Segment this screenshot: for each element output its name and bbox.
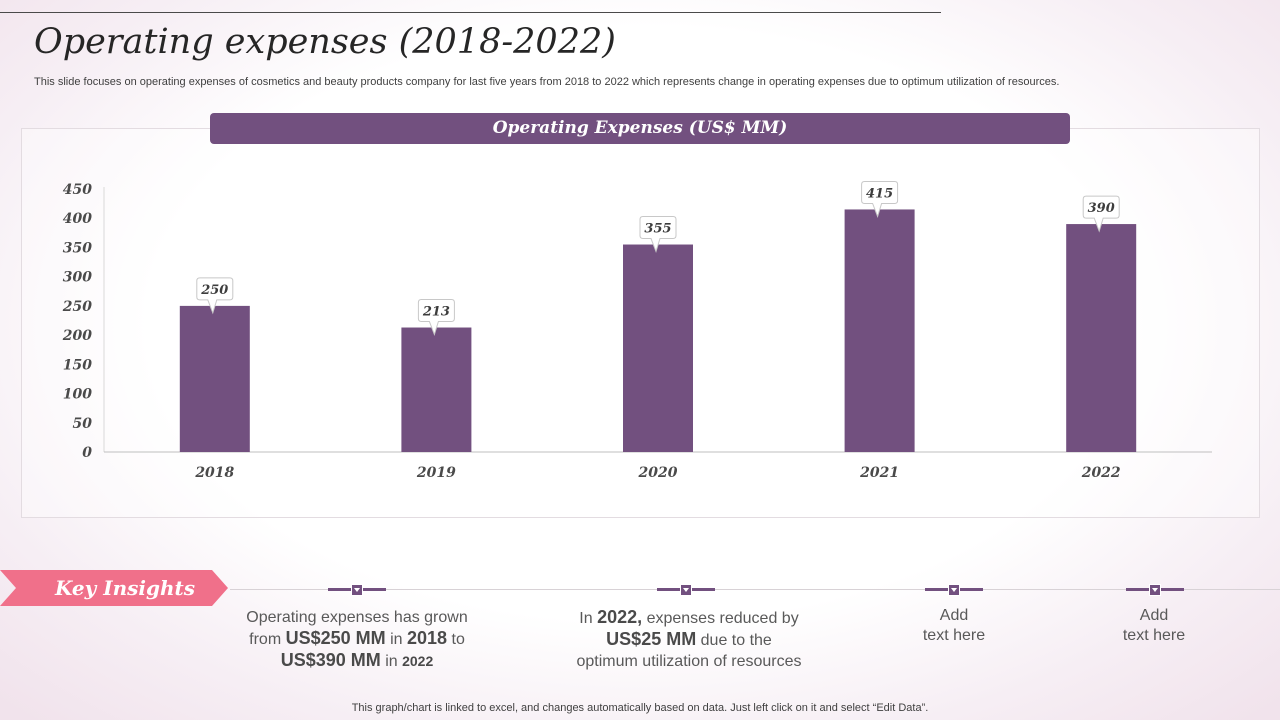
insight-marker-4	[1126, 584, 1184, 596]
data-label-callout	[196, 277, 234, 315]
x-tick-label: 2021	[859, 465, 899, 481]
bar	[623, 244, 693, 452]
top-rule	[0, 12, 941, 13]
data-label: 390	[1088, 201, 1115, 216]
data-label: 415	[866, 186, 893, 201]
bar	[401, 327, 472, 452]
key-insights-banner	[0, 570, 228, 606]
x-tick-label: 2022	[1081, 465, 1121, 481]
y-tick-label: 100	[63, 387, 92, 403]
insight-1: Operating expenses has grown from US$250…	[246, 609, 468, 670]
insight-4[interactable]: Add text here	[1122, 607, 1186, 644]
bar-chart[interactable]: 0 50 100 150 200 250 300 350 400 450 2018 250 2019 21…	[0, 0, 1280, 540]
y-tick-label: 50	[73, 416, 93, 432]
bar	[1066, 224, 1137, 452]
data-label: 213	[422, 305, 450, 320]
data-label-callout	[861, 180, 899, 218]
y-tick-label: 350	[63, 240, 92, 256]
y-tick-label: 200	[62, 328, 92, 344]
footer-note: This graph/chart is linked to excel, and…	[351, 702, 929, 714]
chevron-down-icon	[1149, 584, 1161, 596]
y-tick-label: 150	[63, 357, 92, 373]
data-label: 355	[644, 222, 671, 237]
insight-2: In 2022, expenses reduced by US$25 MM du…	[576, 607, 802, 670]
bar	[179, 305, 250, 452]
insight-3[interactable]: Add text here	[922, 607, 986, 644]
slide-subtitle: This slide focuses on operating expenses…	[34, 76, 1060, 88]
x-tick-label: 2020	[638, 465, 678, 481]
key-insights-band: Key Insights	[0, 568, 1280, 613]
chevron-down-icon	[351, 584, 363, 596]
insight-marker-2	[657, 584, 715, 596]
chevron-down-icon	[680, 584, 692, 596]
key-insights-heading: Key Insights	[54, 576, 196, 600]
y-tick-label: 300	[63, 270, 92, 286]
x-tick-label: 2019	[416, 465, 456, 481]
data-label-callout	[417, 299, 455, 337]
y-tick-label: 400	[63, 211, 92, 227]
data-label-callout	[639, 216, 677, 254]
insight-timeline	[230, 589, 1280, 590]
insight-marker-3	[925, 584, 983, 596]
y-tick-label: 0	[82, 445, 92, 461]
x-tick-label: 2018	[194, 465, 234, 481]
chevron-down-icon	[948, 584, 960, 596]
data-label: 250	[200, 283, 228, 298]
slide-title: Operating expenses (2018-2022)	[34, 22, 616, 62]
chart-title: Operating Expenses (US$ MM)	[210, 113, 1070, 144]
data-label-callout	[1082, 195, 1120, 233]
y-tick-label: 450	[63, 182, 92, 198]
y-tick-label: 250	[62, 299, 92, 315]
bar	[844, 209, 915, 452]
insight-marker-1	[328, 584, 386, 596]
